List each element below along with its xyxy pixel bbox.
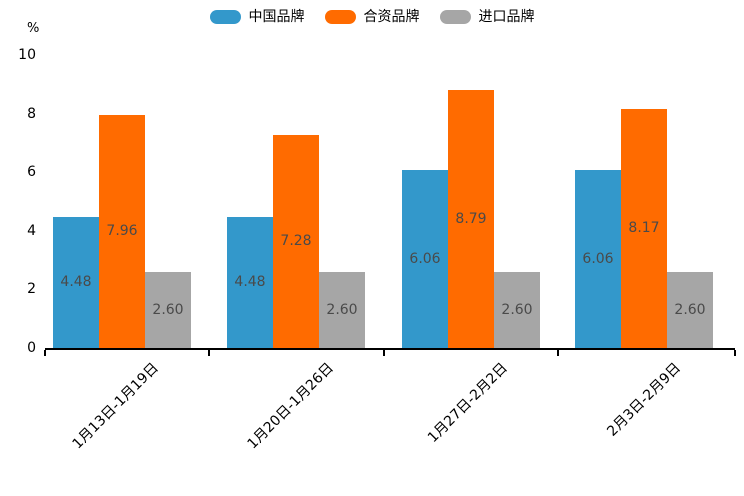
bar-series2-group4 — [621, 108, 667, 348]
bar-value-label: 7.96 — [106, 223, 138, 240]
y-axis-tick-label: 10 — [18, 47, 36, 63]
x-axis-category-label: 2月3日-2月9日 — [604, 360, 685, 440]
x-axis-category-label: 1月27日-2月2日 — [425, 360, 512, 446]
bar-value-label: 7.28 — [280, 233, 312, 250]
bar-value-label: 2.60 — [326, 301, 358, 318]
legend-item-label: 中国品牌 — [248, 9, 305, 25]
legend-item-label: 进口品牌 — [478, 9, 535, 25]
bar-series1-group4 — [575, 170, 621, 348]
bar-value-label: 8.79 — [455, 211, 487, 228]
legend-item-1: 中国品牌 — [209, 9, 305, 25]
legend-marker-icon — [209, 10, 241, 24]
bar-series3-group1 — [145, 271, 191, 348]
bar-value-label: 6.06 — [409, 251, 441, 268]
x-axis-category-label: 1月20日-1月26日 — [244, 360, 337, 453]
bar-series2-group2 — [273, 134, 319, 348]
x-axis-line — [45, 348, 735, 350]
x-axis-category-label: 1月13日-1月19日 — [69, 360, 162, 453]
y-axis-tick-label: 0 — [27, 340, 36, 356]
bar-series3-group3 — [494, 271, 540, 348]
x-axis-tick — [383, 350, 385, 356]
y-axis-tick-label: 8 — [27, 105, 36, 122]
bar-value-label: 4.48 — [234, 274, 266, 291]
legend-item-2: 合资品牌 — [324, 9, 420, 25]
legend-marker-icon — [439, 10, 471, 24]
x-axis-tick — [208, 350, 210, 356]
bar-value-label: 6.06 — [582, 251, 614, 268]
y-axis-tick-label: 6 — [27, 164, 36, 181]
bar-value-label: 2.60 — [674, 301, 706, 318]
bar-value-label: 2.60 — [501, 301, 533, 318]
y-axis-tick-label: 4 — [27, 222, 36, 239]
bar-value-label: 8.17 — [628, 220, 660, 237]
legend-item-3: 进口品牌 — [439, 9, 535, 25]
bar-series2-group3 — [448, 90, 494, 348]
legend-item-label: 合资品牌 — [363, 9, 420, 25]
y-axis-unit-label: % — [27, 21, 40, 36]
bar-series3-group2 — [319, 271, 365, 348]
x-axis-tick — [557, 350, 559, 356]
bar-value-label: 4.48 — [60, 274, 92, 291]
bar-series2-group1 — [99, 114, 145, 348]
legend: 中国品牌 合资品牌 进口品牌 — [0, 10, 744, 24]
x-axis-tick — [44, 350, 46, 356]
legend-marker-icon — [324, 10, 356, 24]
bar-series3-group4 — [667, 271, 713, 348]
x-axis-tick — [734, 350, 736, 356]
bar-series1-group3 — [402, 170, 448, 348]
y-axis-tick-label: 2 — [27, 281, 36, 298]
bar-value-label: 2.60 — [152, 301, 184, 318]
bar-series1-group2 — [227, 216, 273, 348]
bar-series1-group1 — [53, 216, 99, 348]
